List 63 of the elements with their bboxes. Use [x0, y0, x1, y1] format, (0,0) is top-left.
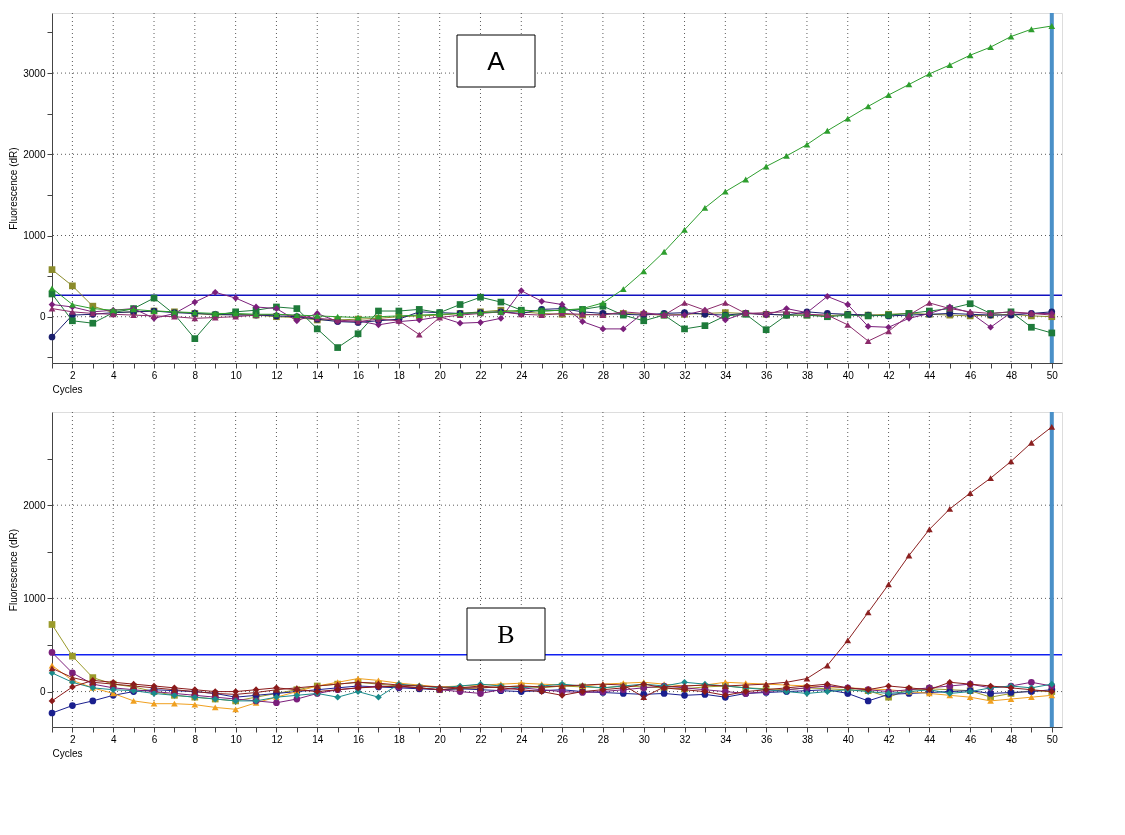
x-tick-label: 28: [597, 733, 610, 745]
y-tick-label: 1000: [23, 592, 46, 604]
x-tick-label: 26: [557, 369, 569, 381]
x-tick-label: 12: [271, 733, 283, 745]
x-tick-label: 18: [393, 369, 406, 381]
x-tick-label: 14: [312, 369, 324, 381]
y-tick-label: 0: [39, 686, 46, 698]
x-tick-label: 6: [151, 733, 158, 745]
x-tick-label: 38: [801, 733, 814, 745]
x-tick-label: 50: [1046, 733, 1059, 745]
x-tick-label: 2: [70, 369, 77, 381]
x-axis-title: Cycles: [52, 383, 83, 395]
x-tick-label: 10: [230, 733, 243, 745]
y-tick-label: 3000: [23, 67, 46, 79]
y-axis-title: Fluorescence (dR): [8, 147, 20, 230]
x-tick-label: 22: [475, 733, 487, 745]
x-tick-label: 34: [720, 733, 732, 745]
x-tick-label: 12: [271, 369, 283, 381]
x-tick-label: 42: [883, 733, 896, 745]
x-tick-label: 16: [353, 369, 365, 381]
x-tick-label: 2: [70, 733, 77, 745]
x-tick-label: 10: [230, 369, 243, 381]
x-tick-label: 4: [110, 369, 117, 381]
x-tick-label: 42: [883, 369, 896, 381]
x-tick-label: 46: [965, 369, 977, 381]
x-tick-label: 44: [924, 733, 936, 745]
y-tick-label: 1000: [23, 230, 46, 242]
x-tick-label: 26: [557, 733, 569, 745]
x-tick-label: 20: [434, 369, 447, 381]
x-tick-label: 8: [192, 369, 199, 381]
x-tick-label: 36: [761, 369, 773, 381]
x-tick-label: 20: [434, 733, 447, 745]
x-tick-label: 24: [516, 733, 528, 745]
x-tick-label: 6: [151, 369, 158, 381]
x-tick-label: 24: [516, 369, 528, 381]
x-tick-label: 30: [638, 733, 651, 745]
y-tick-label: 0: [39, 311, 46, 323]
y-tick-label: 2000: [23, 148, 46, 160]
y-tick-label: 2000: [23, 499, 46, 511]
x-axis-title: Cycles: [52, 747, 83, 759]
x-tick-label: 32: [679, 369, 692, 381]
x-tick-label: 46: [965, 733, 977, 745]
x-tick-label: 14: [312, 733, 324, 745]
x-tick-label: 44: [924, 369, 936, 381]
x-tick-label: 22: [475, 369, 487, 381]
x-tick-label: 16: [353, 733, 365, 745]
x-tick-label: 40: [842, 733, 855, 745]
x-tick-label: 38: [801, 369, 814, 381]
x-tick-label: 28: [597, 369, 610, 381]
x-tick-label: 8: [192, 733, 199, 745]
x-tick-label: 4: [110, 733, 117, 745]
x-tick-label: 18: [393, 733, 406, 745]
x-tick-label: 48: [1005, 733, 1018, 745]
x-tick-label: 30: [638, 369, 651, 381]
y-axis-title: Fluorescence (dR): [8, 528, 20, 612]
annotation: B: [497, 620, 515, 649]
x-tick-label: 40: [842, 369, 855, 381]
annotation: A: [487, 46, 506, 76]
x-tick-label: 50: [1046, 369, 1059, 381]
x-tick-label: 36: [761, 733, 773, 745]
x-tick-label: 48: [1005, 369, 1018, 381]
x-tick-label: 32: [679, 733, 692, 745]
x-tick-label: 34: [720, 369, 732, 381]
